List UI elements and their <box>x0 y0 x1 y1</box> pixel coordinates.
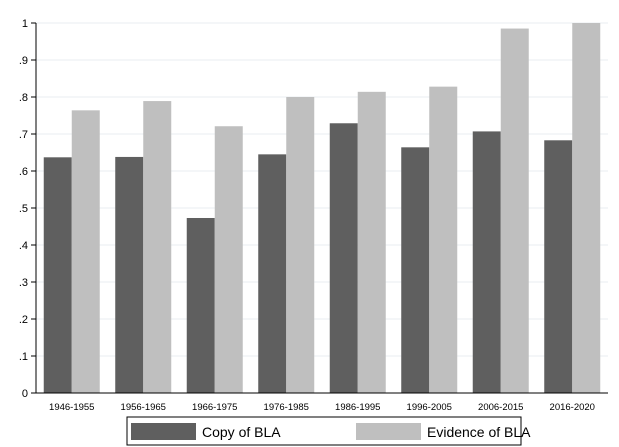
bar-evidence-1986-1995 <box>357 91 386 393</box>
legend: Copy of BLA Evidence of BLA <box>126 416 531 446</box>
bar-evidence-2006-2015 <box>500 28 529 394</box>
legend-label-evidence: Evidence of BLA <box>427 424 531 440</box>
y-tick-label: .6 <box>19 166 28 178</box>
bar-copy-1976-1985 <box>258 154 287 393</box>
y-tick-label: 0 <box>22 388 28 400</box>
bar-copy-1996-2005 <box>401 147 430 393</box>
x-tick-label: 1996-2005 <box>407 402 452 413</box>
x-tick-label: 2016-2020 <box>550 402 595 413</box>
bar-copy-2016-2020 <box>544 140 573 393</box>
x-tick-label: 2006-2015 <box>478 402 523 413</box>
bar-evidence-1966-1975 <box>214 126 243 393</box>
x-tick-label: 1966-1975 <box>192 402 237 413</box>
bar-evidence-1976-1985 <box>286 97 315 393</box>
y-tick-label: .7 <box>19 129 28 141</box>
y-tick-label: .9 <box>19 55 28 67</box>
axes: 0 .1 .2 .3 .4 .5 .6 .7 .8 .9 1 1946-1955 1956-1965 19… <box>19 18 608 413</box>
y-tick-label: .2 <box>19 314 28 326</box>
bar-copy-1986-1995 <box>329 123 358 394</box>
x-tick-label: 1976-1985 <box>264 402 309 413</box>
x-tick-label: 1986-1995 <box>335 402 380 413</box>
legend-label-copy: Copy of BLA <box>202 424 281 440</box>
y-tick-label: .8 <box>19 92 28 104</box>
bar-copy-1956-1965 <box>115 156 144 393</box>
bar-evidence-1956-1965 <box>143 101 172 393</box>
x-tick-label: 1946-1955 <box>49 402 94 413</box>
y-tick-label: .5 <box>19 203 28 215</box>
y-tick-label: 1 <box>22 18 28 30</box>
x-tick-label: 1956-1965 <box>121 402 166 413</box>
bar-evidence-2016-2020 <box>572 23 601 393</box>
bar-copy-1946-1955 <box>43 157 72 393</box>
bar-copy-2006-2015 <box>472 131 501 393</box>
y-tick-label: .3 <box>19 277 28 289</box>
legend-swatch-evidence <box>356 423 421 440</box>
legend-swatch-copy <box>131 423 196 440</box>
bar-copy-1966-1975 <box>186 217 215 393</box>
y-tick-label: .4 <box>19 240 28 252</box>
bars <box>43 23 601 394</box>
y-tick-label: .1 <box>19 351 28 363</box>
bar-evidence-1946-1955 <box>71 110 100 393</box>
bar-evidence-1996-2005 <box>429 86 458 393</box>
